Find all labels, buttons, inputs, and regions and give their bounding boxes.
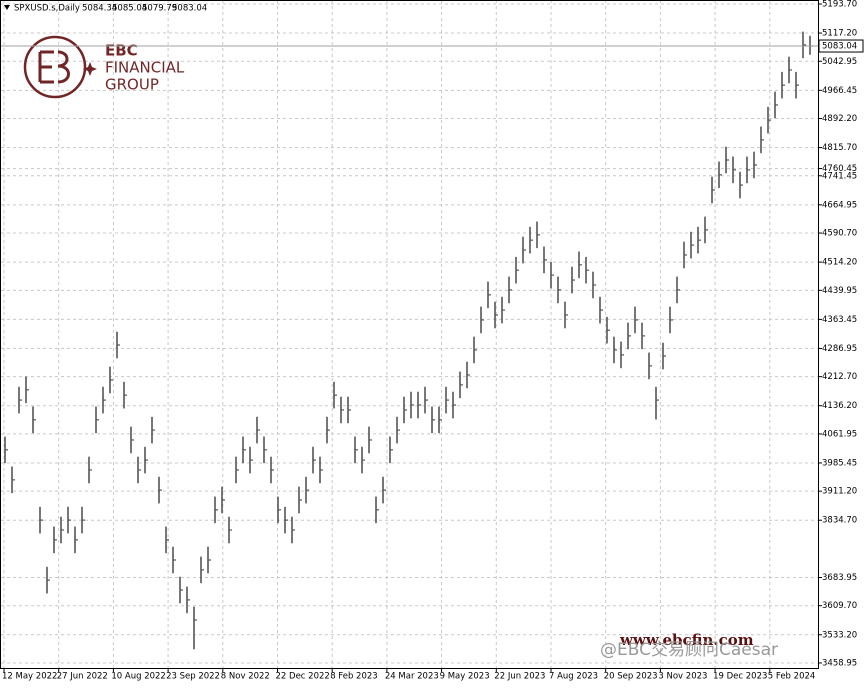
y-tick-label: 4136.20	[822, 401, 857, 411]
x-tick-label: 3 Nov 2023	[658, 672, 707, 682]
x-tick-label: 22 Dec 2022	[276, 672, 330, 682]
y-tick-label: 3834.70	[822, 516, 857, 526]
x-tick-label: 12 May 2022	[2, 672, 57, 682]
y-tick-label: 3985.45	[822, 458, 857, 468]
logo-brand: EBC	[105, 42, 138, 60]
y-tick-label: 4061.95	[822, 429, 857, 439]
y-tick-label: 3533.20	[822, 630, 857, 640]
x-tick-label: 24 Mar 2023	[385, 672, 439, 682]
y-tick-label: 3683.95	[822, 573, 857, 583]
header-value: 5085.04	[112, 4, 147, 14]
x-tick-label: 22 Jun 2023	[494, 672, 545, 682]
y-tick-label: 3458.95	[822, 658, 857, 668]
y-tick-label: 4286.95	[822, 344, 857, 354]
y-tick-label: 4590.70	[822, 229, 857, 239]
plot-frame	[0, 0, 819, 669]
logo: EBC FINANCIAL GROUP	[23, 35, 185, 99]
watermark-credit: @EBC交易顾问Caesar	[600, 640, 778, 660]
x-tick-label: 7 Aug 2023	[549, 672, 598, 682]
y-tick-label: 4741.45	[822, 171, 857, 181]
y-tick-label: 4892.20	[822, 114, 857, 124]
y-tick-label: 4760.45	[822, 164, 857, 174]
y-tick-label: 3609.70	[822, 601, 857, 611]
x-tick-label: 19 Dec 2023	[713, 672, 767, 682]
logo-ring	[23, 35, 87, 99]
y-tick-label: 5042.95	[822, 57, 857, 67]
logo-line: GROUP	[105, 76, 159, 94]
y-tick-label: 4439.95	[822, 286, 857, 296]
y-tick-label: 4966.45	[822, 86, 857, 96]
y-tick-label: 3911.20	[822, 487, 857, 497]
y-tick-label: 5117.20	[822, 29, 857, 39]
header-value: 5083.04	[172, 4, 207, 14]
y-tick-label: 4212.70	[822, 372, 857, 382]
logo-line: FINANCIAL	[105, 59, 185, 77]
bars	[4, 31, 813, 650]
y-tick-label: 4514.20	[822, 258, 857, 268]
logo-star	[83, 62, 97, 76]
y-tick-label: 4664.95	[822, 200, 857, 210]
x-tick-label: 10 Aug 2022	[111, 672, 165, 682]
x-tick-label: 9 May 2023	[440, 672, 490, 682]
x-tick-label: 20 Sep 2023	[604, 672, 658, 682]
current-price-box	[818, 39, 864, 53]
watermark-url: www.ebcfin.com	[619, 631, 754, 649]
header-value: 5084.34	[82, 4, 117, 14]
symbol: SPXUSD.s,Daily	[14, 4, 80, 14]
menu-arrow	[4, 5, 10, 10]
current-price-label: 5083.04	[822, 42, 857, 52]
y-tick-label: 4815.70	[822, 143, 857, 153]
logo-mark	[38, 50, 70, 84]
x-tick-label: 27 Jun 2022	[57, 672, 108, 682]
x-tick-label: 23 Sep 2022	[166, 672, 220, 682]
y-tick-label: 4363.45	[822, 315, 857, 325]
grid	[1, 0, 818, 668]
y-tick-label: 5193.70	[822, 0, 857, 9]
header-value: 5079.79	[142, 4, 177, 14]
x-tick-label: 5 Feb 2024	[768, 672, 816, 682]
x-tick-label: 8 Nov 2022	[221, 672, 270, 682]
x-tick-label: 8 Feb 2023	[330, 672, 378, 682]
